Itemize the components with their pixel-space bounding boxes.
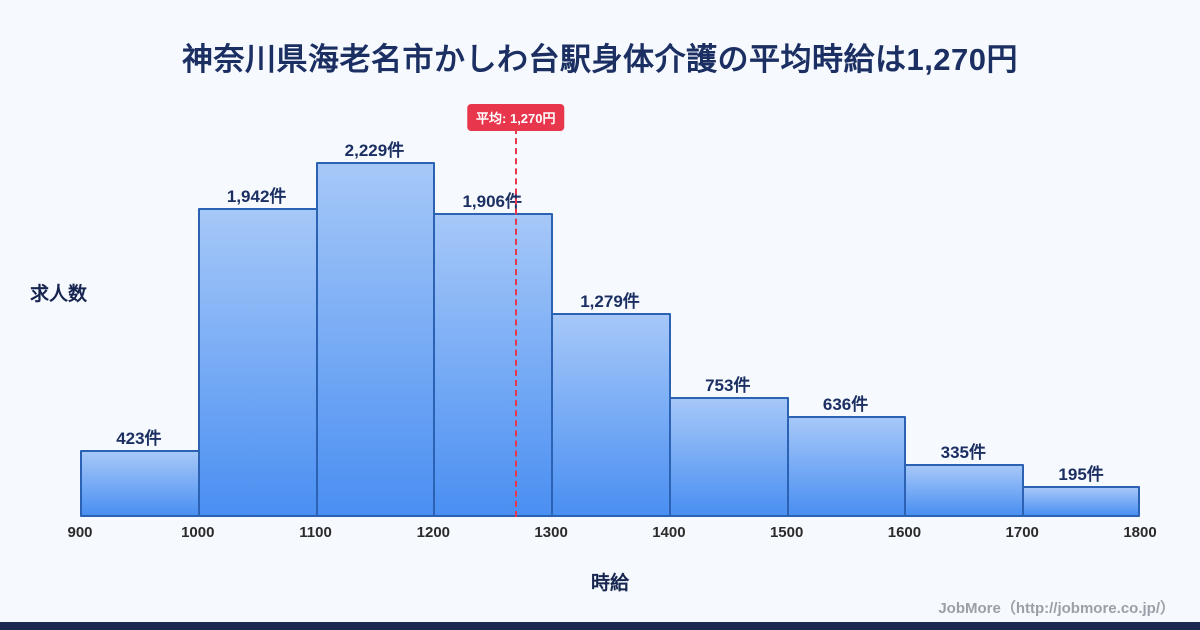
x-tick-label: 1600 (887, 524, 922, 541)
y-axis-label: 求人数 (30, 284, 88, 305)
x-tick-label: 1700 (1005, 524, 1039, 541)
x-tick-label: 1400 (652, 524, 686, 541)
bottom-accent-bar (0, 622, 1200, 630)
chart-title: 神奈川県海老名市かしわ台駅身体介護の平均時給は1,270円 (181, 42, 1019, 77)
histogram-bar (315, 162, 436, 517)
x-tick-label: 1000 (181, 524, 215, 541)
histogram-bar (80, 450, 200, 517)
histogram-bar (433, 213, 554, 517)
histogram-bar (904, 464, 1025, 517)
bar-value-label: 195件 (1058, 465, 1104, 484)
bar-value-label: 1,279件 (580, 292, 640, 311)
average-badge: 平均: 1,270円 (467, 104, 565, 131)
bar-value-label: 1,942件 (226, 187, 287, 206)
histogram-bar (197, 208, 318, 517)
x-tick-label: 900 (67, 524, 93, 541)
bar-value-label: 335件 (940, 443, 987, 462)
bar-value-label: 1,906件 (462, 192, 522, 211)
bar-value-label: 636件 (822, 395, 869, 414)
bar-value-label: 753件 (705, 376, 751, 395)
x-tick-label: 1300 (534, 524, 568, 541)
x-tick-label: 1200 (416, 524, 451, 541)
footer-credit: JobMore（http://jobmore.co.jp/） (938, 600, 1175, 617)
average-line (514, 128, 517, 517)
x-axis-label: 時給 (590, 573, 629, 594)
x-tick-label: 1800 (1123, 524, 1157, 541)
x-tick-label: 1100 (299, 524, 332, 541)
x-tick-label: 1500 (769, 524, 804, 541)
histogram-bar (668, 397, 789, 517)
histogram-bar (551, 313, 671, 517)
histogram-bar (1022, 486, 1140, 517)
bar-value-label: 2,229件 (344, 141, 405, 160)
bar-value-label: 423件 (116, 429, 162, 448)
histogram-bar (786, 416, 907, 517)
